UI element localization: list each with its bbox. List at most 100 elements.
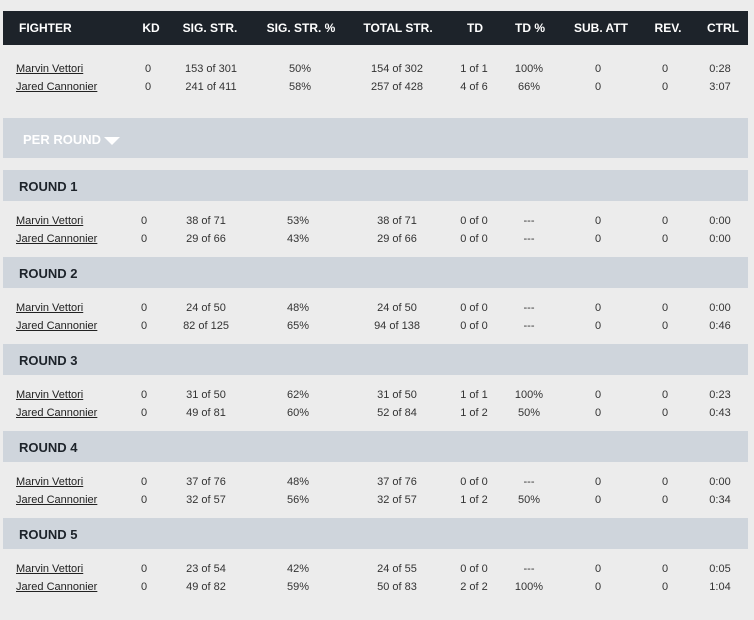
sig-str-pct-value: 43%	[286, 233, 310, 245]
sub-att-value: 0	[594, 581, 602, 593]
sub-att-value: 0	[594, 320, 602, 332]
sub-att-value: 0	[594, 407, 602, 419]
ctrl-value: 3:07	[709, 81, 731, 93]
ctrl-value: 0:28	[709, 63, 731, 75]
sig-str-pct-value: 48%	[286, 476, 310, 488]
td-value: 0 of 0	[460, 233, 488, 245]
sub-att-value: 0	[594, 63, 602, 75]
per-round-toggle[interactable]: PER ROUND	[3, 118, 748, 158]
sig-str-pct-value: 53%	[286, 215, 310, 227]
sub-att-value: 0	[594, 389, 602, 401]
per-round-label: PER ROUND	[23, 132, 102, 147]
fighter-link[interactable]: Marvin Vettori	[16, 63, 84, 75]
td-pct-value: 100%	[514, 63, 544, 75]
total-str-value: 50 of 83	[377, 581, 417, 593]
rev-value: 0	[661, 476, 669, 488]
fighter-link[interactable]: Jared Cannonier	[16, 581, 98, 593]
fighter-link[interactable]: Jared Cannonier	[16, 81, 98, 93]
col-header-rev: REV.	[654, 21, 682, 35]
round-title: ROUND 4	[19, 440, 78, 455]
total-str-value: 38 of 71	[377, 215, 417, 227]
col-header-sig-str: SIG. STR.	[182, 21, 238, 35]
sig-str-value: 82 of 125	[183, 320, 229, 332]
total-str-value: 257 of 428	[371, 81, 423, 93]
kd-value: 0	[144, 63, 152, 75]
kd-value: 0	[140, 302, 148, 314]
round-header: ROUND 1	[3, 170, 748, 201]
sub-att-value: 0	[594, 476, 602, 488]
sig-str-value: 24 of 50	[186, 302, 226, 314]
td-value: 0 of 0	[460, 320, 488, 332]
td-value: 0 of 0	[460, 563, 488, 575]
kd-value: 0	[140, 494, 148, 506]
sub-att-value: 0	[594, 233, 602, 245]
total-str-value: 24 of 55	[377, 563, 417, 575]
round-header: ROUND 2	[3, 257, 748, 288]
round-header: ROUND 5	[3, 518, 748, 549]
td-pct-value: 50%	[517, 494, 541, 506]
col-header-sub-att: SUB. ATT	[574, 21, 628, 35]
ctrl-value: 0:05	[709, 563, 731, 575]
sig-str-pct-value: 58%	[288, 81, 312, 93]
kd-value: 0	[140, 407, 148, 419]
fighter-link[interactable]: Marvin Vettori	[16, 215, 84, 227]
col-header-sig-str-pct: SIG. STR. %	[266, 21, 336, 35]
ctrl-value: 0:00	[709, 476, 731, 488]
td-value: 2 of 2	[460, 581, 488, 593]
col-header-kd: KD	[142, 21, 160, 35]
td-pct-value: 50%	[517, 407, 541, 419]
sig-str-pct-value: 56%	[286, 494, 310, 506]
sig-str-pct-value: 60%	[286, 407, 310, 419]
kd-value: 0	[140, 476, 148, 488]
sig-str-pct-value: 42%	[286, 563, 310, 575]
sig-str-value: 38 of 71	[186, 215, 226, 227]
ctrl-value: 0:34	[709, 494, 731, 506]
round-title: ROUND 2	[19, 266, 78, 281]
fighter-link[interactable]: Jared Cannonier	[16, 233, 98, 245]
td-value: 1 of 2	[460, 494, 488, 506]
rev-value: 0	[661, 320, 669, 332]
col-header-ctrl: CTRL	[707, 21, 739, 35]
td-value: 1 of 2	[460, 407, 488, 419]
rev-value: 0	[661, 389, 669, 401]
fighter-link[interactable]: Jared Cannonier	[16, 494, 98, 506]
td-value: 4 of 6	[460, 81, 488, 93]
col-header-td-pct: TD %	[515, 21, 545, 35]
sub-att-value: 0	[594, 302, 602, 314]
sig-str-value: 31 of 50	[186, 389, 226, 401]
td-pct-value: ---	[523, 320, 535, 332]
sub-att-value: 0	[594, 494, 602, 506]
fighter-link[interactable]: Marvin Vettori	[16, 389, 84, 401]
total-str-value: 154 of 302	[371, 63, 423, 75]
td-pct-value: ---	[523, 476, 535, 488]
fighter-link[interactable]: Marvin Vettori	[16, 302, 84, 314]
td-pct-value: ---	[523, 233, 535, 245]
sig-str-pct-value: 62%	[286, 389, 310, 401]
round-header: ROUND 3	[3, 344, 748, 375]
sub-att-value: 0	[594, 81, 602, 93]
sub-att-value: 0	[594, 215, 602, 227]
rev-value: 0	[661, 215, 669, 227]
sig-str-value: 29 of 66	[186, 233, 226, 245]
kd-value: 0	[140, 389, 148, 401]
sig-str-pct-value: 50%	[288, 63, 312, 75]
ctrl-value: 0:00	[709, 302, 731, 314]
kd-value: 0	[144, 81, 152, 93]
td-value: 1 of 1	[460, 389, 488, 401]
col-header-td: TD	[467, 21, 483, 35]
fighter-link[interactable]: Jared Cannonier	[16, 407, 98, 419]
total-str-value: 52 of 84	[377, 407, 417, 419]
kd-value: 0	[140, 233, 148, 245]
total-str-value: 32 of 57	[377, 494, 417, 506]
ctrl-value: 1:04	[709, 581, 731, 593]
td-pct-value: 100%	[514, 581, 544, 593]
total-str-value: 29 of 66	[377, 233, 417, 245]
fighter-link[interactable]: Jared Cannonier	[16, 320, 98, 332]
td-value: 0 of 0	[460, 476, 488, 488]
stats-table-header: FIGHTER KD SIG. STR. SIG. STR. % TOTAL S…	[3, 11, 748, 45]
rev-value: 0	[661, 407, 669, 419]
col-header-total-str: TOTAL STR.	[363, 21, 433, 35]
fighter-link[interactable]: Marvin Vettori	[16, 476, 84, 488]
fighter-link[interactable]: Marvin Vettori	[16, 563, 84, 575]
ctrl-value: 0:46	[709, 320, 731, 332]
